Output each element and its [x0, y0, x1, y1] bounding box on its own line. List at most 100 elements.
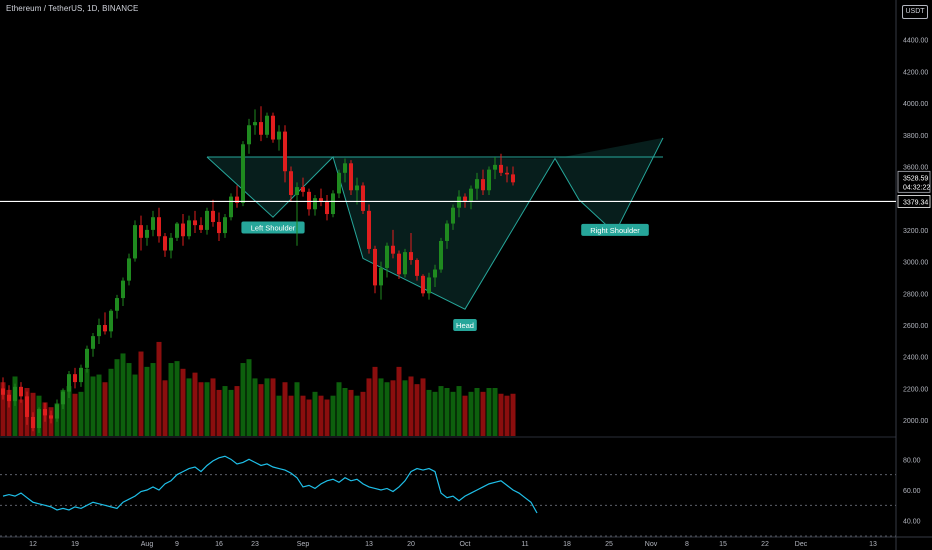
candle-body — [331, 193, 335, 215]
time-tick-label: 20 — [407, 541, 415, 548]
candle-body — [397, 253, 401, 275]
time-tick-label: Dec — [795, 541, 808, 548]
candle-body — [259, 122, 263, 135]
volume-bar — [510, 393, 516, 436]
candle-body — [7, 394, 11, 402]
volume-bars — [0, 341, 516, 436]
volume-bar — [18, 399, 24, 436]
candle-body — [295, 187, 299, 196]
candle-body — [457, 196, 461, 208]
candle-body — [205, 210, 209, 230]
volume-bar — [222, 386, 228, 436]
candle-body — [229, 196, 233, 218]
time-tick-label: Sep — [297, 541, 310, 548]
volume-bar — [414, 384, 420, 436]
candle-body — [25, 396, 29, 417]
volume-bar — [420, 378, 426, 436]
candle-body — [139, 225, 143, 238]
time-tick-label: 11 — [521, 541, 528, 548]
volume-bar — [102, 382, 108, 436]
price-tick-label: 3600.00 — [903, 164, 928, 171]
candle-body — [55, 404, 59, 419]
currency-badge[interactable]: USDT — [902, 5, 928, 19]
volume-bar — [66, 386, 72, 436]
candle-body — [367, 210, 371, 249]
candle-body — [157, 217, 161, 237]
volume-bar — [270, 378, 276, 436]
candle-body — [307, 191, 311, 210]
candle-body — [463, 196, 467, 202]
candle-body — [379, 267, 383, 286]
candlesticks — [1, 106, 515, 433]
candle-body — [217, 221, 221, 234]
volume-bar — [426, 389, 432, 436]
volume-bar — [156, 341, 162, 436]
candle-body — [103, 325, 107, 332]
time-tick-label: 12 — [29, 541, 37, 548]
volume-bar — [402, 380, 408, 436]
volume-bar — [90, 376, 96, 436]
volume-bar — [288, 395, 294, 436]
pattern-label: Right Shoulder — [590, 226, 640, 235]
candle-body — [511, 174, 515, 183]
price-tick-label: 4000.00 — [903, 101, 928, 108]
candle-body — [415, 260, 419, 276]
volume-bar — [468, 391, 474, 436]
volume-bar — [132, 374, 138, 436]
time-tick-label: 13 — [365, 541, 373, 548]
volume-bar — [120, 353, 126, 436]
candle-body — [121, 280, 125, 299]
candle-body — [163, 236, 167, 251]
volume-bar — [252, 378, 258, 436]
volume-bar — [210, 378, 216, 436]
time-tick-label: 19 — [71, 541, 79, 548]
countdown-label: 04:32:22 — [903, 184, 930, 191]
volume-bar — [462, 395, 468, 436]
volume-bar — [396, 366, 402, 436]
volume-bar — [186, 378, 192, 436]
candle-body — [445, 223, 449, 241]
rsi-tick-label: 80.00 — [903, 457, 921, 464]
hline-price-box — [897, 195, 931, 208]
candle-body — [169, 237, 173, 251]
volume-bar — [480, 391, 486, 436]
rsi-tick-label: 40.00 — [903, 519, 921, 526]
volume-bar — [300, 395, 306, 436]
volume-bar — [450, 391, 456, 436]
price-tick-label: 4200.00 — [903, 69, 928, 76]
time-tick-label: Nov — [645, 541, 658, 548]
volume-bar — [342, 388, 348, 436]
candle-body — [277, 131, 281, 140]
volume-bar — [180, 368, 186, 436]
volume-bar — [438, 386, 444, 436]
candle-body — [385, 245, 389, 268]
candle-body — [73, 374, 77, 383]
candle-body — [421, 275, 425, 294]
candle-body — [481, 179, 485, 191]
last-price-box — [897, 170, 931, 193]
time-tick-label: 18 — [563, 541, 571, 548]
candle-body — [181, 223, 185, 237]
volume-bar — [78, 391, 84, 436]
candle-body — [235, 196, 239, 203]
candle-body — [79, 367, 83, 383]
volume-bar — [246, 359, 252, 436]
volume-bar — [336, 382, 342, 436]
volume-bar — [204, 382, 210, 436]
volume-bar — [366, 378, 372, 436]
volume-bar — [234, 386, 240, 436]
volume-bar — [84, 368, 90, 436]
rsi-line — [2, 455, 538, 514]
candle-body — [31, 416, 35, 429]
candle-body — [469, 188, 473, 202]
candle-body — [313, 198, 317, 210]
volume-bar — [108, 368, 114, 436]
candle-body — [91, 336, 95, 349]
volume-bar — [60, 389, 66, 436]
volume-bar — [324, 399, 330, 436]
price-tick-label: 2400.00 — [903, 355, 928, 362]
candle-body — [43, 409, 47, 416]
candle-body — [487, 169, 491, 191]
volume-bar — [264, 378, 270, 436]
